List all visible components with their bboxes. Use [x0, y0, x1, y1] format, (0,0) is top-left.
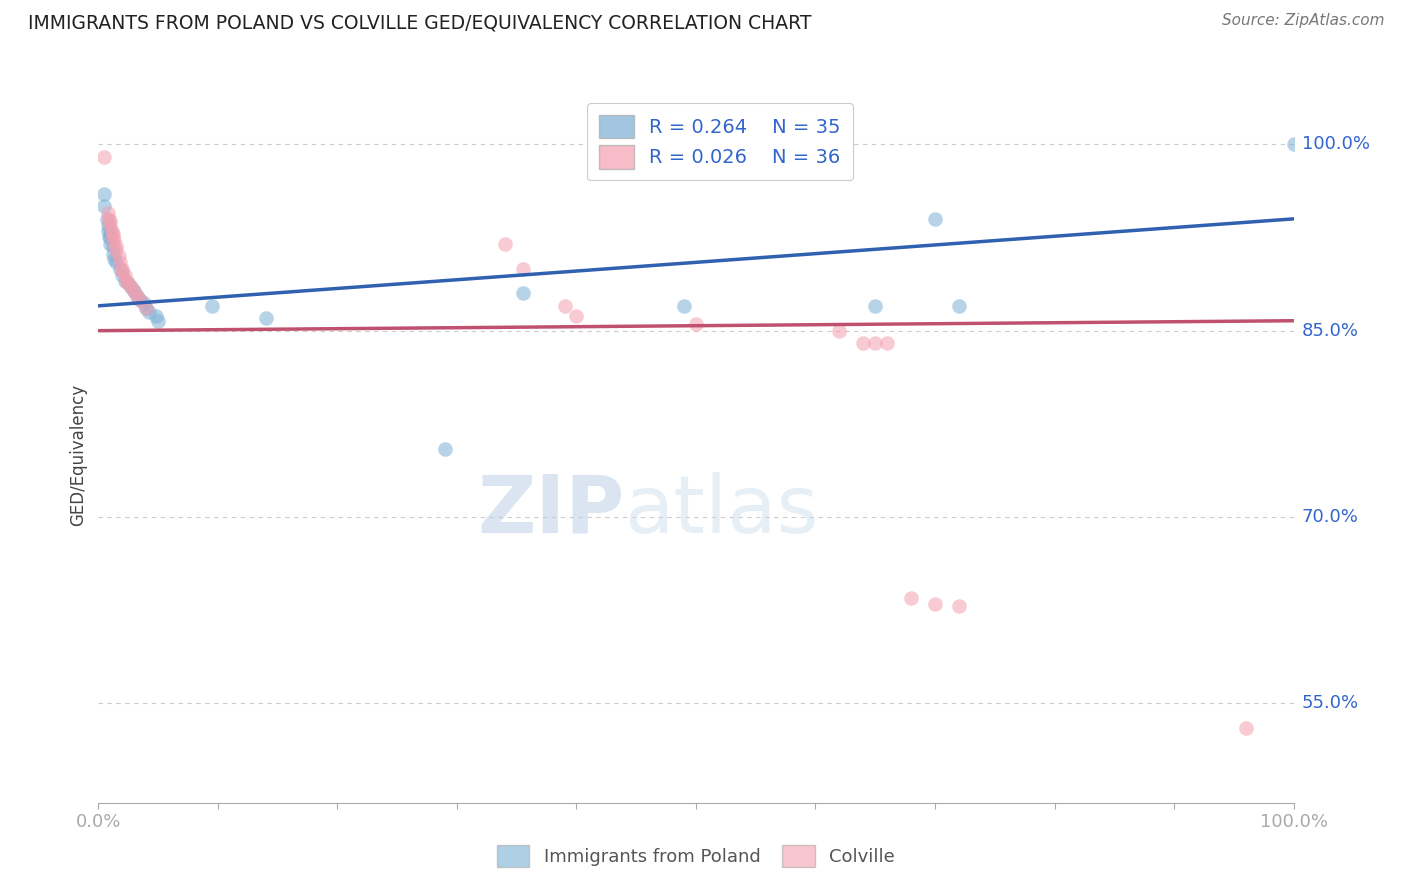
- Point: [554, 299, 576, 313]
- Point: [1282, 137, 1305, 152]
- Point: [124, 284, 146, 298]
- Point: [111, 264, 134, 278]
- Point: [98, 230, 122, 244]
- Point: [97, 218, 120, 232]
- Text: IMMIGRANTS FROM POLAND VS COLVILLE GED/EQUIVALENCY CORRELATION CHART: IMMIGRANTS FROM POLAND VS COLVILLE GED/E…: [28, 13, 811, 32]
- Point: [565, 309, 588, 323]
- Point: [98, 214, 122, 228]
- Text: 100.0%: 100.0%: [1302, 136, 1369, 153]
- Point: [135, 301, 157, 316]
- Point: [97, 224, 120, 238]
- Text: Source: ZipAtlas.com: Source: ZipAtlas.com: [1222, 13, 1385, 29]
- Point: [98, 236, 122, 251]
- Y-axis label: GED/Equivalency: GED/Equivalency: [69, 384, 87, 526]
- Point: [924, 211, 946, 226]
- Point: [97, 205, 120, 219]
- Point: [1234, 721, 1257, 735]
- Point: [101, 246, 124, 260]
- Point: [124, 284, 146, 298]
- Point: [101, 227, 124, 241]
- Point: [93, 150, 115, 164]
- Point: [685, 318, 707, 332]
- Point: [117, 277, 139, 291]
- Point: [148, 314, 170, 328]
- Point: [129, 293, 152, 307]
- Point: [114, 268, 136, 282]
- Point: [114, 274, 136, 288]
- Point: [100, 224, 122, 238]
- Point: [107, 249, 129, 263]
- Point: [105, 243, 128, 257]
- Point: [512, 286, 534, 301]
- Point: [101, 239, 124, 253]
- Text: 55.0%: 55.0%: [1302, 694, 1360, 713]
- Text: ZIP: ZIP: [477, 472, 624, 549]
- Text: 70.0%: 70.0%: [1302, 508, 1358, 526]
- Point: [852, 336, 875, 351]
- Point: [117, 277, 139, 291]
- Point: [125, 289, 148, 303]
- Point: [948, 599, 970, 614]
- Point: [863, 336, 886, 351]
- Point: [108, 255, 131, 269]
- Text: atlas: atlas: [624, 472, 818, 549]
- Point: [512, 261, 534, 276]
- Point: [96, 211, 118, 226]
- Point: [93, 199, 115, 213]
- Point: [863, 299, 886, 313]
- Point: [98, 224, 122, 238]
- Point: [105, 255, 128, 269]
- Point: [254, 311, 277, 326]
- Point: [98, 218, 122, 232]
- Point: [120, 280, 142, 294]
- Point: [105, 239, 128, 253]
- Point: [900, 591, 922, 605]
- Point: [433, 442, 456, 456]
- Point: [135, 301, 157, 316]
- Point: [98, 230, 121, 244]
- Text: 85.0%: 85.0%: [1302, 322, 1358, 340]
- Point: [876, 336, 898, 351]
- Point: [111, 268, 134, 282]
- Point: [103, 252, 125, 266]
- Point: [120, 280, 142, 294]
- Point: [93, 187, 115, 202]
- Point: [108, 261, 131, 276]
- Point: [138, 305, 160, 319]
- Point: [98, 211, 121, 226]
- Point: [924, 597, 946, 611]
- Point: [111, 261, 134, 276]
- Point: [201, 299, 224, 313]
- Point: [145, 309, 167, 323]
- Point: [103, 234, 125, 248]
- Point: [494, 236, 516, 251]
- Point: [673, 299, 696, 313]
- Point: [948, 299, 970, 313]
- Point: [828, 324, 851, 338]
- Point: [129, 293, 152, 307]
- Point: [115, 274, 138, 288]
- Legend: Immigrants from Poland, Colville: Immigrants from Poland, Colville: [489, 838, 903, 874]
- Point: [132, 296, 155, 310]
- Point: [101, 230, 124, 244]
- Point: [125, 289, 148, 303]
